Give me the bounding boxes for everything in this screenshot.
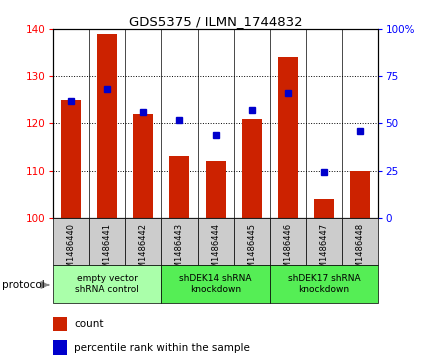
Text: GSM1486442: GSM1486442 [139, 223, 148, 278]
Text: empty vector
shRNA control: empty vector shRNA control [75, 274, 139, 294]
Bar [205, 161, 226, 218]
Bar [350, 171, 370, 218]
Bar [133, 114, 153, 218]
Bar [342, 218, 378, 265]
Bar [53, 218, 89, 265]
Bar [53, 340, 67, 355]
Text: GSM1486445: GSM1486445 [247, 223, 256, 278]
Text: shDEK14 shRNA
knockdown: shDEK14 shRNA knockdown [180, 274, 252, 294]
Bar [61, 100, 81, 218]
Bar [278, 57, 298, 218]
Bar [314, 199, 334, 218]
Text: GSM1486447: GSM1486447 [319, 223, 329, 279]
Text: count: count [74, 319, 103, 329]
Text: GSM1486443: GSM1486443 [175, 223, 184, 279]
Bar [161, 265, 270, 303]
Text: GSM1486448: GSM1486448 [356, 223, 365, 279]
Bar [242, 119, 262, 218]
Bar [97, 34, 117, 218]
Text: GSM1486441: GSM1486441 [103, 223, 112, 278]
Text: GSM1486440: GSM1486440 [66, 223, 75, 278]
Text: shDEK17 shRNA
knockdown: shDEK17 shRNA knockdown [288, 274, 360, 294]
Bar [169, 156, 189, 218]
Text: percentile rank within the sample: percentile rank within the sample [74, 343, 250, 352]
Bar [53, 265, 161, 303]
Bar [270, 265, 378, 303]
Bar [161, 218, 198, 265]
Bar [234, 218, 270, 265]
Bar [125, 218, 161, 265]
Bar [89, 218, 125, 265]
Text: GSM1486444: GSM1486444 [211, 223, 220, 278]
Text: GSM1486446: GSM1486446 [283, 223, 293, 279]
Bar [53, 317, 67, 331]
Bar [198, 218, 234, 265]
Bar [270, 218, 306, 265]
Bar [306, 218, 342, 265]
Text: protocol: protocol [2, 280, 45, 290]
Title: GDS5375 / ILMN_1744832: GDS5375 / ILMN_1744832 [129, 15, 302, 28]
